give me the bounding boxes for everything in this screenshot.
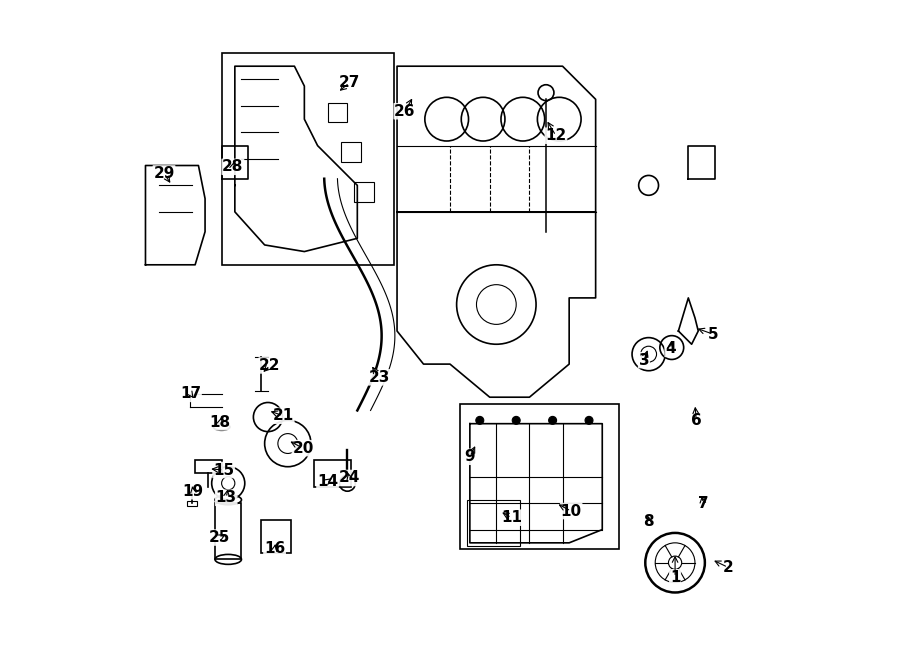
Text: 26: 26: [394, 104, 416, 118]
Text: 13: 13: [216, 491, 237, 505]
Bar: [195, 460, 221, 473]
Circle shape: [512, 416, 520, 424]
Text: 11: 11: [501, 510, 522, 525]
Text: 20: 20: [292, 441, 314, 455]
Text: 8: 8: [644, 514, 654, 529]
Bar: [215, 503, 241, 559]
Circle shape: [585, 416, 593, 424]
Text: 25: 25: [209, 530, 230, 545]
Text: 10: 10: [561, 504, 581, 518]
Text: 12: 12: [545, 128, 566, 143]
Text: 17: 17: [180, 387, 201, 401]
Text: 5: 5: [708, 327, 719, 342]
Text: 2: 2: [723, 560, 734, 575]
Text: 4: 4: [665, 342, 676, 356]
Bar: [186, 501, 197, 506]
Text: 22: 22: [259, 358, 281, 373]
Text: 27: 27: [338, 75, 360, 90]
Text: 9: 9: [464, 449, 475, 464]
Bar: [341, 142, 361, 162]
Text: 23: 23: [368, 370, 390, 385]
Bar: [314, 460, 351, 487]
Circle shape: [476, 416, 484, 424]
Text: 3: 3: [639, 353, 649, 367]
Bar: [460, 404, 619, 549]
Text: 6: 6: [691, 413, 702, 428]
Bar: [221, 53, 393, 265]
Text: 1: 1: [670, 570, 680, 585]
Text: 19: 19: [183, 484, 203, 498]
Circle shape: [549, 416, 556, 424]
Bar: [354, 182, 373, 202]
Bar: [261, 520, 291, 553]
Text: 15: 15: [213, 463, 234, 477]
Text: 14: 14: [317, 474, 338, 489]
Text: 18: 18: [210, 415, 230, 430]
Bar: [328, 103, 347, 122]
Text: 16: 16: [264, 541, 285, 555]
Text: 7: 7: [698, 496, 708, 510]
Text: 21: 21: [273, 408, 293, 423]
Text: 24: 24: [338, 471, 360, 485]
Text: 28: 28: [222, 160, 244, 174]
Text: 29: 29: [153, 166, 175, 181]
Bar: [466, 500, 519, 546]
